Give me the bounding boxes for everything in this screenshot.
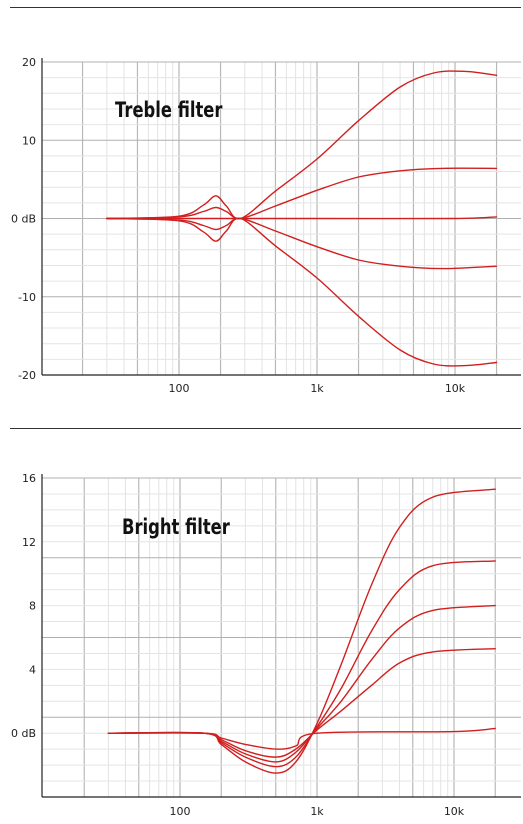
- treble-chart: 20 10 0 dB -10 -20 100 1k 10k Treble filter: [11, 56, 521, 395]
- treble-y-tick-label: 10: [22, 134, 36, 147]
- treble-y-tick-label: -20: [18, 369, 36, 382]
- bright-x-tick-label: 10k: [444, 805, 465, 818]
- treble-y-tick-label: -10: [18, 291, 36, 304]
- bright-grid: [42, 477, 521, 798]
- bright-chart: 16 12 8 4 0 dB 100 1k 10k Bright filter: [11, 472, 521, 818]
- treble-x-tick-label: 1k: [310, 382, 324, 395]
- bright-y-tick-label: 12: [22, 536, 36, 549]
- bright-y-tick-label: 4: [29, 663, 36, 676]
- treble-curve-3: [106, 216, 498, 220]
- bright-y-tick-label: 0 dB: [11, 727, 36, 740]
- bright-curves: [107, 488, 496, 774]
- bright-curve-5: [107, 488, 496, 774]
- treble-chart-title: Treble filter: [115, 99, 223, 122]
- bright-x-ticks: 100 1k 10k: [170, 805, 465, 818]
- bright-axes: [41, 474, 521, 798]
- treble-curve-2: [106, 167, 498, 220]
- treble-curve-4: [106, 217, 498, 270]
- treble-y-tick-label: 0 dB: [11, 213, 36, 226]
- treble-curve-5: [106, 217, 498, 367]
- treble-axes: [41, 58, 521, 376]
- treble-x-tick-label: 10k: [445, 382, 466, 395]
- bright-y-tick-label: 16: [22, 472, 36, 485]
- treble-y-tick-label: 20: [22, 56, 36, 69]
- bright-x-tick-label: 1k: [310, 805, 324, 818]
- treble-x-ticks: 100 1k 10k: [169, 382, 466, 395]
- bright-y-ticks: 16 12 8 4 0 dB: [11, 472, 36, 740]
- treble-y-ticks: 20 10 0 dB -10 -20: [11, 56, 36, 382]
- treble-curve-1: [106, 70, 498, 220]
- bright-x-tick-label: 100: [170, 805, 191, 818]
- bright-chart-title: Bright filter: [122, 516, 230, 539]
- treble-curves: [106, 70, 498, 367]
- treble-x-tick-label: 100: [169, 382, 190, 395]
- bright-y-tick-label: 8: [29, 600, 36, 613]
